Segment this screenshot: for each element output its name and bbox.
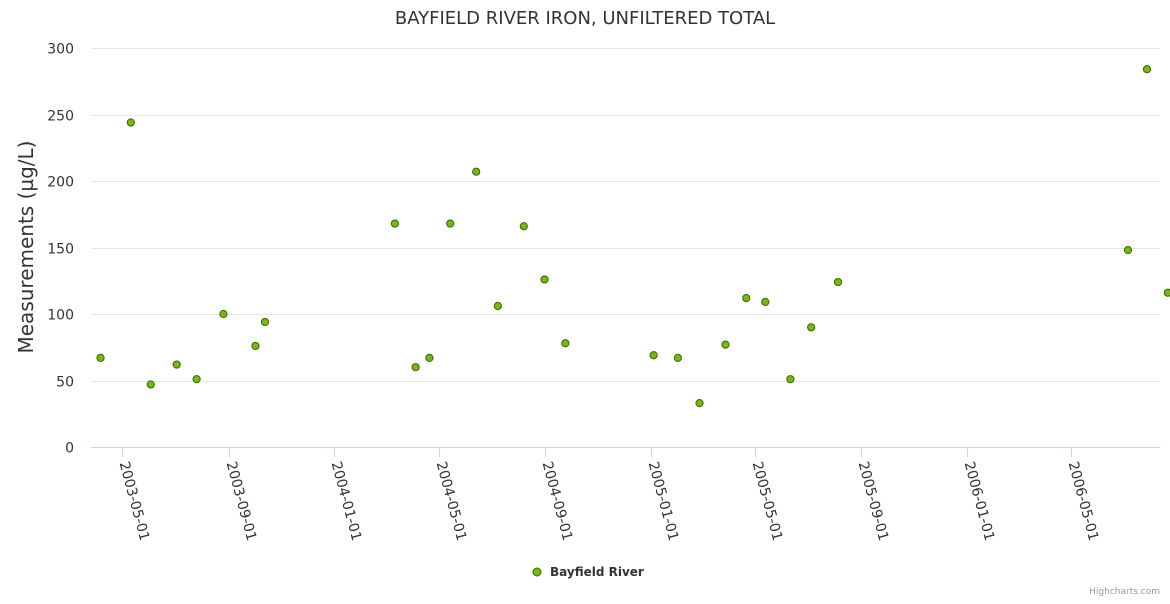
- data-point[interactable]: [561, 339, 570, 348]
- y-tick-label: 300: [47, 42, 74, 58]
- data-point[interactable]: [519, 222, 528, 231]
- y-axis-label: Measurements (µg/L): [14, 141, 38, 354]
- legend-marker-icon[interactable]: [532, 567, 542, 577]
- data-point[interactable]: [472, 167, 481, 176]
- data-point[interactable]: [695, 399, 704, 408]
- grid-layer: [91, 48, 1160, 382]
- data-point[interactable]: [96, 353, 105, 362]
- data-point[interactable]: [219, 309, 228, 319]
- x-tick-label: 2004-09-01: [539, 460, 576, 543]
- data-point[interactable]: [390, 219, 399, 228]
- data-point[interactable]: [411, 363, 420, 372]
- x-tick-label: 2006-01-01: [961, 460, 998, 543]
- y-tick-label: 200: [47, 175, 74, 191]
- x-tick-label: 2006-05-01: [1065, 460, 1102, 543]
- data-point[interactable]: [251, 341, 260, 351]
- y-tick-label: 50: [56, 375, 74, 391]
- data-point[interactable]: [540, 275, 549, 284]
- data-point[interactable]: [146, 380, 155, 389]
- data-point[interactable]: [786, 375, 795, 384]
- data-point[interactable]: [192, 375, 201, 384]
- data-point[interactable]: [1123, 246, 1133, 255]
- y-tick-label: 250: [47, 109, 74, 125]
- data-point[interactable]: [833, 277, 843, 287]
- data-point[interactable]: [493, 301, 502, 311]
- y-tick-label: 100: [47, 308, 74, 324]
- axis-layer: 0 50 100 150 200 250 300 2003-05-01 2003-09-01 20…: [47, 42, 1160, 543]
- data-point[interactable]: [260, 317, 270, 327]
- x-tick-label: 2005-09-01: [855, 460, 892, 543]
- data-point[interactable]: [446, 219, 455, 228]
- x-tick-label: 2004-05-01: [433, 460, 470, 543]
- data-point[interactable]: [425, 353, 434, 362]
- data-point[interactable]: [807, 323, 816, 332]
- data-point[interactable]: [673, 353, 682, 362]
- y-tick-label: 150: [47, 242, 74, 258]
- data-point[interactable]: [172, 360, 181, 369]
- data-point[interactable]: [649, 351, 658, 360]
- x-tick-label: 2005-01-01: [645, 460, 682, 543]
- data-point[interactable]: [761, 297, 770, 307]
- points-layer: [96, 65, 1170, 408]
- x-tick-label: 2005-05-01: [749, 460, 786, 543]
- data-point[interactable]: [1142, 65, 1152, 74]
- data-point[interactable]: [721, 340, 730, 349]
- x-tick-label: 2003-05-01: [116, 460, 153, 543]
- data-point[interactable]: [1163, 288, 1170, 297]
- legend[interactable]: Bayfield River: [532, 565, 644, 579]
- chart-title: BAYFIELD RIVER IRON, UNFILTERED TOTAL: [395, 8, 775, 29]
- credits-link[interactable]: Highcharts.com: [1089, 587, 1160, 597]
- y-tick-label: 0: [65, 441, 74, 457]
- x-tick-label: 2003-09-01: [223, 460, 260, 543]
- data-point[interactable]: [126, 118, 135, 127]
- data-point[interactable]: [742, 293, 751, 303]
- legend-item-bayfield-river[interactable]: Bayfield River: [550, 565, 644, 579]
- x-tick-label: 2004-01-01: [328, 460, 365, 543]
